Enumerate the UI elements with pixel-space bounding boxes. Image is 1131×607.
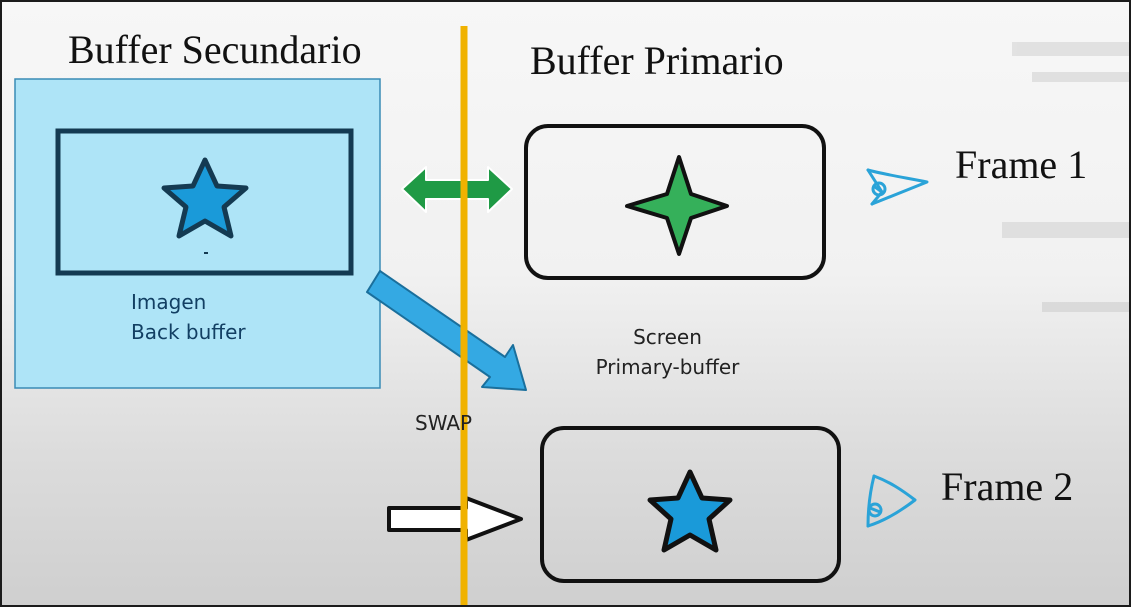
small-mark [204, 252, 208, 254]
frame2-box [540, 426, 841, 583]
eye-icon [866, 474, 917, 528]
primary-buffer-title: Buffer Primario [530, 38, 784, 83]
frame1-label: Frame 1 [955, 142, 1088, 187]
back-buffer-label-line2: Back buffer [131, 320, 246, 344]
back-buffer-frame [55, 128, 354, 276]
swap-arrow-icon [366, 270, 527, 391]
back-buffer-label: Imagen Back buffer [131, 287, 246, 347]
green-four-point-star-icon [625, 155, 729, 256]
blue-star-icon [161, 157, 249, 239]
eye-icon [866, 168, 929, 206]
background-pagoda [1002, 42, 1129, 312]
screen-label: Screen Primary-buffer [585, 322, 750, 382]
blue-star-icon [647, 469, 733, 553]
frame2-label: Frame 2 [941, 464, 1074, 509]
secondary-buffer-title: Buffer Secundario [68, 27, 362, 72]
swap-label: SWAP [415, 411, 473, 435]
screen-label-line2: Primary-buffer [595, 355, 740, 379]
double-arrow-icon [401, 166, 513, 213]
back-buffer-label-line1: Imagen [131, 290, 207, 314]
outline-arrow-icon [387, 496, 523, 542]
frame1-box [524, 124, 826, 280]
screen-label-line1: Screen [633, 325, 702, 349]
